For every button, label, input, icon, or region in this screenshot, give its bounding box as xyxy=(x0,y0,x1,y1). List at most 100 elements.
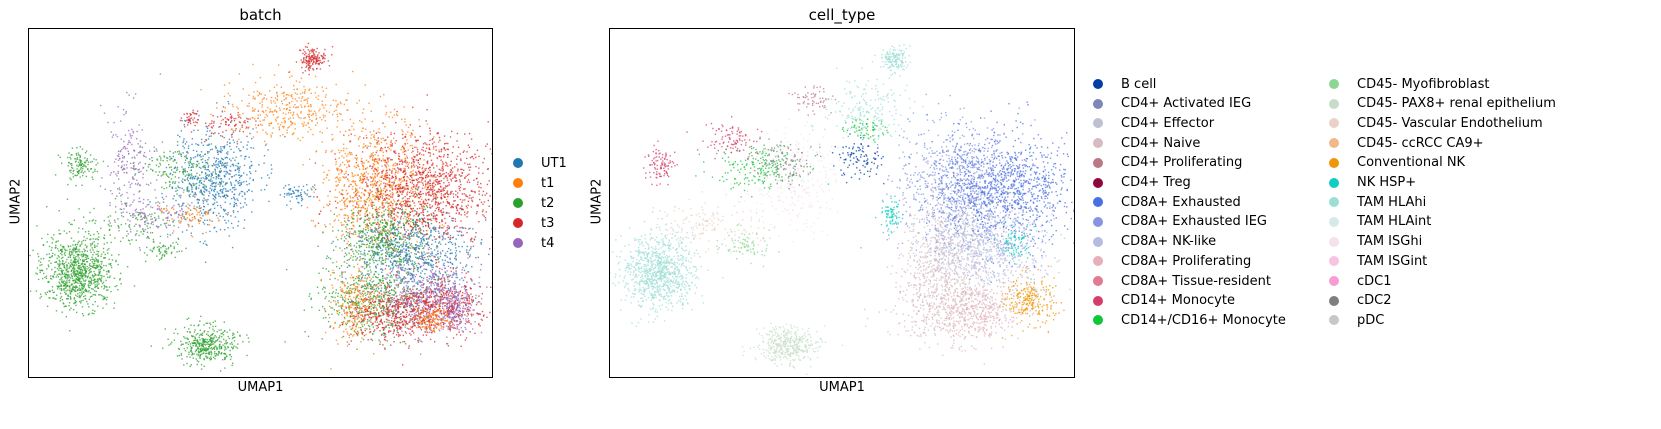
legend-item: TAM HLAint xyxy=(1329,213,1431,231)
legend-label: TAM HLAint xyxy=(1357,214,1432,230)
legend-label: CD4+ Activated IEG xyxy=(1121,96,1252,112)
point-cluster xyxy=(651,190,776,264)
legend-item: CD45- Vascular Endothelium xyxy=(1329,114,1543,132)
legend-item: cDC1 xyxy=(1329,272,1392,290)
legend-label: NK HSP+ xyxy=(1357,175,1417,190)
legend-label: t3 xyxy=(541,215,555,231)
cell-type-plot-area xyxy=(609,28,1075,378)
legend-label: CD8A+ Tissue-resident xyxy=(1121,273,1271,289)
legend-item: TAM ISGhi xyxy=(1329,233,1422,251)
legend-marker xyxy=(1329,98,1339,109)
point-cluster xyxy=(788,85,837,116)
legend-marker xyxy=(1093,216,1103,227)
legend-item: UT1 xyxy=(513,154,567,172)
point-cluster xyxy=(716,224,780,268)
legend-item: CD45- ccRCC CA9+ xyxy=(1329,134,1484,152)
legend-label: B cell xyxy=(1121,76,1157,92)
legend-item: TAM HLAhi xyxy=(1329,193,1426,211)
legend-marker xyxy=(1329,216,1339,227)
legend-marker xyxy=(1329,197,1339,208)
legend-item: NK HSP+ xyxy=(1329,174,1416,192)
cell-type-ylabel: UMAP2 xyxy=(589,178,605,225)
legend-item: cDC2 xyxy=(1329,292,1392,310)
legend-marker xyxy=(1093,79,1103,89)
point-cluster xyxy=(288,42,334,76)
point-cluster xyxy=(1001,265,1065,339)
legend-marker xyxy=(1329,236,1339,247)
point-cluster xyxy=(841,118,889,143)
legend-marker xyxy=(1329,79,1339,89)
legend-label: CD4+ Proliferating xyxy=(1121,155,1243,171)
batch-plot-area xyxy=(28,28,493,378)
legend-label: CD4+ Effector xyxy=(1121,115,1215,131)
point-cluster xyxy=(908,190,1023,285)
legend-label: TAM ISGhi xyxy=(1357,234,1423,250)
legend-item: CD45- PAX8+ renal epithelium xyxy=(1329,95,1556,113)
legend-label: cDC1 xyxy=(1357,273,1392,289)
point-cluster xyxy=(831,133,885,185)
point-cluster xyxy=(143,233,187,263)
legend-marker xyxy=(1093,295,1103,306)
legend-marker xyxy=(1329,276,1339,286)
legend-marker xyxy=(1093,256,1103,267)
legend-label: t4 xyxy=(541,235,555,251)
legend-item: CD4+ Effector xyxy=(1093,114,1214,132)
legend-label: Conventional NK xyxy=(1357,155,1466,171)
legend-marker xyxy=(1093,98,1103,109)
legend-item: CD8A+ NK-like xyxy=(1093,233,1216,251)
point-cluster xyxy=(109,187,238,239)
point-cluster xyxy=(366,237,488,355)
legend-marker xyxy=(1093,315,1103,326)
batch-scatter xyxy=(29,42,492,372)
legend-marker xyxy=(1093,276,1103,286)
legend-label: CD8A+ Exhausted xyxy=(1121,194,1241,210)
cell-type-legend: B cell CD4+ Activated IEG CD4+ Effector CD4… xyxy=(1093,75,1653,335)
point-cluster xyxy=(46,195,187,251)
legend-label: CD4+ Naive xyxy=(1121,135,1201,151)
legend-marker xyxy=(513,198,523,208)
legend-item: CD4+ Proliferating xyxy=(1093,154,1242,172)
legend-item: CD4+ Activated IEG xyxy=(1093,95,1251,113)
point-cluster xyxy=(314,94,492,283)
legend-marker xyxy=(1329,118,1339,129)
batch-legend: UT1 t1 t2 t3 t4 xyxy=(513,154,593,254)
point-cluster xyxy=(902,101,1074,283)
legend-label: CD4+ Treg xyxy=(1121,175,1191,190)
legend-marker xyxy=(1329,256,1339,267)
point-cluster xyxy=(610,210,724,327)
legend-item: CD8A+ Exhausted IEG xyxy=(1093,213,1267,231)
legend-label: TAM HLAhi xyxy=(1357,194,1427,210)
legend-marker xyxy=(513,218,523,228)
point-cluster xyxy=(200,63,385,164)
legend-label: t2 xyxy=(541,195,555,211)
point-cluster xyxy=(29,198,136,332)
legend-item: t1 xyxy=(513,174,554,192)
point-cluster xyxy=(95,73,164,249)
legend-item: CD14+ Monocyte xyxy=(1093,292,1235,310)
legend-item: CD8A+ Exhausted xyxy=(1093,193,1241,211)
legend-label: CD45- Myofibroblast xyxy=(1357,76,1490,92)
point-cluster xyxy=(158,191,229,238)
cell-type-scatter xyxy=(610,44,1074,376)
legend-label: TAM ISGint xyxy=(1357,253,1428,269)
point-cluster xyxy=(204,106,260,145)
legend-marker xyxy=(1329,295,1339,306)
legend-marker xyxy=(513,178,523,188)
point-cluster xyxy=(410,302,459,333)
legend-label: CD8A+ NK-like xyxy=(1121,234,1217,250)
legend-marker xyxy=(1329,177,1339,188)
point-cluster xyxy=(320,249,387,370)
legend-marker xyxy=(513,238,523,248)
legend-marker xyxy=(1093,138,1103,149)
legend-marker xyxy=(1093,118,1103,129)
point-cluster xyxy=(643,140,678,186)
batch-ylabel: UMAP2 xyxy=(8,178,24,225)
legend-label: CD45- ccRCC CA9+ xyxy=(1357,135,1484,151)
batch-xlabel: UMAP1 xyxy=(237,380,284,395)
point-cluster xyxy=(325,202,490,307)
cell-type-title: cell_type xyxy=(808,6,876,24)
point-cluster xyxy=(860,93,1049,293)
legend-item: TAM ISGint xyxy=(1329,252,1427,270)
legend-label: cDC2 xyxy=(1357,293,1392,309)
point-cluster xyxy=(117,141,239,196)
